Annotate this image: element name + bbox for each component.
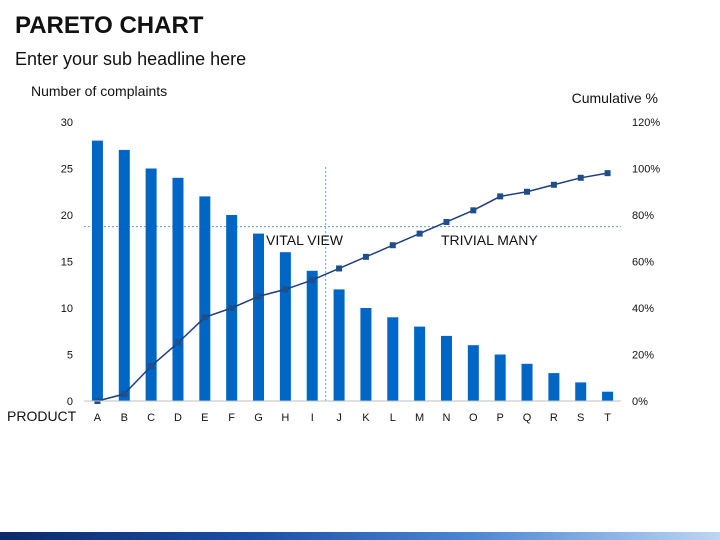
- cumulative-line: [97, 172, 608, 402]
- x-tick-label: K: [362, 412, 370, 424]
- bar-E: [199, 196, 211, 401]
- cumulative-marker-S: [577, 174, 584, 181]
- bar-A: [91, 140, 103, 401]
- y-axis-label: Number of complaints: [31, 83, 167, 99]
- x-tick-label: S: [577, 412, 584, 424]
- y2-tick-label: 40%: [632, 303, 654, 315]
- y2-tick-label: 20%: [632, 350, 654, 362]
- x-tick-label: M: [415, 412, 424, 424]
- y-tick-label: 10: [61, 303, 73, 315]
- y2-tick-label: 60%: [632, 257, 654, 269]
- bar-H: [279, 252, 291, 401]
- trivial-many-label: TRIVIAL MANY: [441, 232, 538, 248]
- y-tick-label: 5: [67, 350, 73, 362]
- y-tick-label: 15: [61, 257, 73, 269]
- x-axis-label: PRODUCT: [7, 408, 77, 424]
- page-subtitle: Enter your sub headline here: [15, 49, 247, 69]
- bar-J: [333, 289, 345, 401]
- y-tick-label: 30: [61, 117, 73, 129]
- bar-D: [172, 177, 184, 401]
- bar-L: [387, 317, 399, 401]
- cumulative-marker-M: [416, 230, 423, 237]
- x-tick-label: I: [311, 412, 314, 424]
- cumulative-marker-B: [121, 391, 128, 398]
- bar-O: [467, 345, 479, 401]
- x-tick-label: B: [121, 412, 128, 424]
- cumulative-marker-T: [604, 170, 611, 177]
- x-tick-label: T: [604, 412, 611, 424]
- cumulative-marker-L: [389, 242, 396, 249]
- cumulative-marker-F: [228, 305, 235, 311]
- cumulative-marker-R: [550, 181, 557, 188]
- bar-M: [414, 326, 426, 401]
- y-tick-label: 0: [67, 396, 73, 408]
- bar-S: [575, 382, 587, 401]
- bar-Q: [521, 363, 533, 401]
- bar-P: [494, 354, 506, 401]
- y2-tick-label: 0%: [632, 396, 648, 408]
- footer-gradient-bar: [0, 532, 720, 540]
- cumulative-marker-Q: [524, 188, 531, 195]
- y2-tick-label: 80%: [632, 210, 654, 222]
- bar-K: [360, 308, 372, 401]
- page-title: PARETO CHART: [15, 12, 204, 39]
- x-tick-label: O: [469, 412, 478, 424]
- x-tick-label: D: [174, 412, 182, 424]
- y2-axis-label: Cumulative %: [572, 90, 658, 106]
- cumulative-marker-D: [174, 339, 181, 346]
- bar-G: [253, 233, 265, 401]
- bar-N: [440, 335, 452, 401]
- cumulative-marker-H: [282, 286, 289, 293]
- x-tick-label: R: [550, 412, 558, 424]
- x-tick-label: G: [254, 412, 263, 424]
- cumulative-marker-K: [362, 253, 369, 260]
- bar-I: [306, 270, 318, 401]
- x-tick-label: L: [390, 412, 396, 424]
- vital-view-label: VITAL VIEW: [266, 232, 344, 248]
- y-tick-label: 25: [61, 164, 73, 176]
- cumulative-marker-I: [309, 277, 316, 284]
- y-tick-label: 20: [61, 210, 73, 222]
- cumulative-marker-N: [443, 218, 450, 225]
- x-tick-label: H: [281, 412, 289, 424]
- x-tick-label: J: [336, 412, 342, 424]
- x-tick-label: F: [228, 412, 235, 424]
- cumulative-marker-J: [336, 265, 343, 272]
- x-tick-label: Q: [523, 412, 532, 424]
- bar-B: [118, 149, 130, 401]
- x-tick-label: A: [94, 412, 102, 424]
- y2-tick-label: 120%: [632, 117, 660, 129]
- x-tick-label: P: [497, 412, 504, 424]
- x-tick-label: N: [442, 412, 450, 424]
- cumulative-marker-P: [497, 193, 504, 200]
- bar-C: [145, 168, 157, 401]
- bar-T: [602, 391, 614, 401]
- bar-R: [548, 373, 560, 401]
- cumulative-marker-E: [201, 314, 208, 321]
- cumulative-marker-O: [470, 207, 477, 214]
- x-tick-label: C: [147, 412, 155, 424]
- y2-tick-label: 100%: [632, 164, 660, 176]
- cumulative-marker-G: [255, 293, 262, 300]
- x-tick-label: E: [201, 412, 208, 424]
- cumulative-marker-C: [148, 363, 155, 370]
